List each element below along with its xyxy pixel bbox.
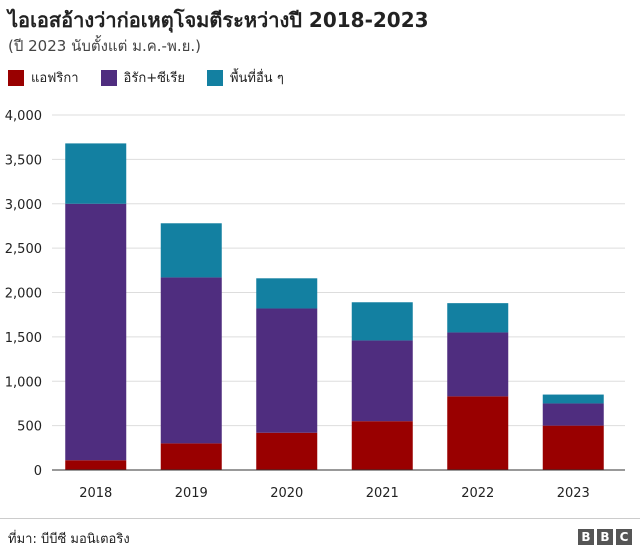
gridlines xyxy=(52,114,625,427)
y-tick-label: 4,000 xyxy=(5,109,42,124)
y-tick-label: 3,000 xyxy=(5,198,42,213)
x-tick-label: 2023 xyxy=(557,486,590,501)
y-tick-label: 0 xyxy=(34,464,42,479)
bar-segment-iraq-syria xyxy=(256,308,318,433)
bar-segment-iraq-syria xyxy=(351,340,413,422)
bar-segment-africa xyxy=(65,460,127,470)
y-tick-label: 3,500 xyxy=(5,153,42,168)
stacked-bar-chart: 05001,0001,5002,0002,5003,0003,5004,000 … xyxy=(5,109,625,501)
bar-segment-africa xyxy=(256,432,318,470)
bbc-logo-letter: B xyxy=(597,529,613,545)
legend-swatch-africa xyxy=(8,69,24,86)
bar-segment-africa xyxy=(160,443,222,470)
source-note: ที่มา: บีบีซี มอนิเตอริง xyxy=(8,532,130,547)
legend-label-iraq-syria: อิรัก+ซีเรีย xyxy=(123,71,185,86)
footer-divider xyxy=(0,518,640,519)
bar-segment-other xyxy=(65,143,127,204)
bbc-logo-letter: C xyxy=(616,529,632,545)
legend-swatch-other xyxy=(206,69,223,86)
bar-segment-other xyxy=(447,303,509,333)
bar-segment-iraq-syria xyxy=(65,203,127,461)
bar-segment-iraq-syria xyxy=(542,403,604,426)
bar-segment-other xyxy=(160,223,222,278)
y-tick-label: 500 xyxy=(17,420,42,435)
chart-title: ไอเอสอ้างว่าก่อเหตุโจมตีระหว่างปี 2018-2… xyxy=(8,8,429,32)
bars xyxy=(65,143,604,470)
bar-segment-iraq-syria xyxy=(447,332,509,397)
x-tick-label: 2022 xyxy=(461,486,494,501)
bar-segment-africa xyxy=(542,425,604,470)
legend-item-other: พื้นที่อื่น ๆ xyxy=(206,67,284,88)
y-axis-ticks: 0 500 1,000 1,500 2,000 2,500 3,000 3,500 4,000 xyxy=(5,109,42,479)
bbc-logo-letter: B xyxy=(578,529,594,545)
bar-segment-africa xyxy=(351,421,413,470)
y-tick-label: 2,000 xyxy=(5,287,42,302)
bar-segment-other xyxy=(542,394,604,404)
bar-segment-iraq-syria xyxy=(160,277,222,444)
bar-segment-other xyxy=(351,302,413,341)
x-tick-label: 2019 xyxy=(175,486,208,501)
legend: แอฟริกา อิรัก+ซีเรีย พื้นที่อื่น ๆ xyxy=(8,67,284,88)
x-tick-label: 2018 xyxy=(79,486,112,501)
bbc-logo: B B C xyxy=(578,529,632,545)
legend-label-other: พื้นที่อื่น ๆ xyxy=(229,71,284,86)
y-tick-label: 2,500 xyxy=(5,242,42,257)
bar-segment-other xyxy=(256,278,318,309)
x-tick-label: 2020 xyxy=(270,486,303,501)
legend-item-iraq-syria: อิรัก+ซีเรีย xyxy=(100,67,185,88)
y-tick-label: 1,500 xyxy=(5,331,42,346)
y-tick-label: 1,000 xyxy=(5,375,42,390)
chart-subtitle: (ปี 2023 นับตั้งแต่ ม.ค.-พ.ย.) xyxy=(8,37,202,55)
legend-swatch-iraq-syria xyxy=(100,69,117,86)
x-axis-ticks: 2018 2019 2020 2021 2022 2023 xyxy=(79,486,590,501)
bar-segment-africa xyxy=(447,396,509,470)
x-tick-label: 2021 xyxy=(366,486,399,501)
legend-label-africa: แอฟริกา xyxy=(31,71,79,86)
legend-item-africa: แอฟริกา xyxy=(8,67,79,88)
